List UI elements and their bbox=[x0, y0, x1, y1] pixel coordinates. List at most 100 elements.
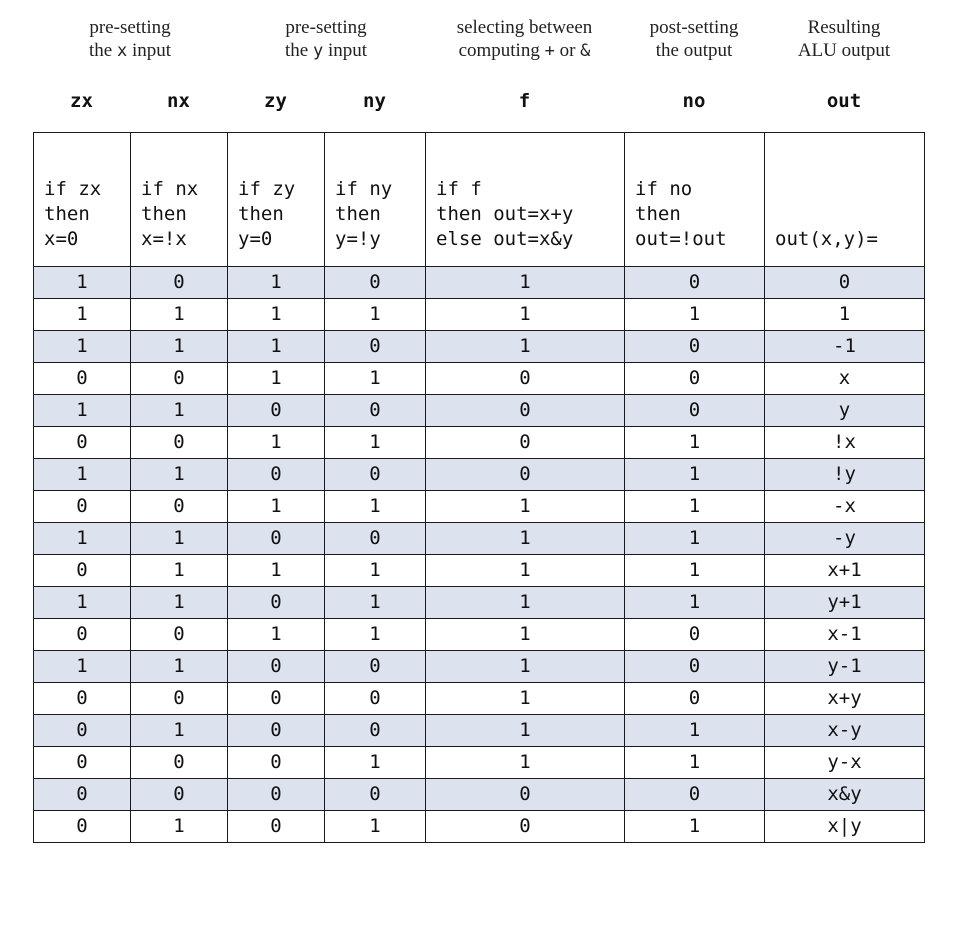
table-cell: 0 bbox=[33, 682, 131, 715]
table-cell: 1 bbox=[425, 746, 625, 779]
table-cell: 1 bbox=[764, 298, 925, 331]
table-cell: 0 bbox=[624, 266, 765, 299]
description-cell: if f then out=x+y else out=x&y bbox=[425, 132, 625, 267]
table-cell: -1 bbox=[764, 330, 925, 363]
table-cell: 1 bbox=[227, 618, 325, 651]
group-preset-y-suffix: input bbox=[323, 39, 368, 61]
table-cell: y-1 bbox=[764, 650, 925, 683]
table-cell: 0 bbox=[130, 682, 228, 715]
table-cell: 0 bbox=[130, 618, 228, 651]
column-headers: zx nx zy ny f no out bbox=[33, 83, 924, 119]
table-cell: -x bbox=[764, 490, 925, 523]
table-cell: 1 bbox=[624, 714, 765, 747]
table-cell: 1 bbox=[130, 330, 228, 363]
table-cell: !x bbox=[764, 426, 925, 459]
column-header-5: no bbox=[682, 90, 706, 112]
table-cell: y bbox=[764, 394, 925, 427]
group-select-op-text: computing bbox=[458, 39, 545, 61]
column-header-0: zx bbox=[70, 90, 93, 112]
description-cell: if no then out=!out bbox=[624, 132, 765, 267]
group-preset-x-line1: pre-setting bbox=[89, 16, 171, 38]
table-row: 1 1 0 0 1 0 y-1 bbox=[33, 650, 925, 683]
column-header-3: ny bbox=[363, 90, 386, 112]
table-cell: 1 bbox=[33, 330, 131, 363]
table-cell: 1 bbox=[33, 298, 131, 331]
table-cell: 0 bbox=[624, 394, 765, 427]
table-cell: 1 bbox=[324, 746, 426, 779]
table-cell: 0 bbox=[425, 394, 625, 427]
table-cell: 1 bbox=[425, 298, 625, 331]
group-result-line1: Resulting bbox=[807, 17, 881, 38]
group-preset-x-suffix: input bbox=[127, 39, 172, 61]
table-row: 0 0 0 1 1 1 y-x bbox=[33, 746, 925, 779]
table-cell: 1 bbox=[130, 522, 228, 555]
table-cell: 1 bbox=[130, 554, 228, 587]
table-cell: 0 bbox=[425, 426, 625, 459]
description-cell: if nx then x=!x bbox=[130, 132, 228, 267]
table-cell: 1 bbox=[130, 458, 228, 491]
table-cell: 1 bbox=[324, 426, 426, 459]
table-cell: 1 bbox=[624, 490, 765, 523]
table-cell: 0 bbox=[130, 746, 228, 779]
table-row: 1 1 0 0 1 1 -y bbox=[33, 522, 925, 555]
table-cell: 0 bbox=[425, 778, 625, 811]
table-cell: 1 bbox=[227, 490, 325, 523]
group-preset-x: pre-setting the x input bbox=[33, 6, 227, 72]
group-preset-x-text: the bbox=[88, 39, 117, 61]
table-cell: 1 bbox=[130, 810, 228, 843]
table-cell: x&y bbox=[764, 778, 925, 811]
table-cell: 0 bbox=[33, 490, 131, 523]
table-cell: 1 bbox=[33, 586, 131, 619]
table-cell: 0 bbox=[425, 458, 625, 491]
group-preset-y-line1: pre-setting bbox=[285, 16, 367, 38]
table-cell: x+y bbox=[764, 682, 925, 715]
column-header-2: zy bbox=[264, 90, 287, 112]
group-preset-x-line2: the x input bbox=[89, 39, 171, 63]
table-cell: 0 bbox=[33, 810, 131, 843]
description-cell: if zy then y=0 bbox=[227, 132, 325, 267]
group-select-op-or: or bbox=[554, 39, 581, 61]
table-cell: 1 bbox=[130, 298, 228, 331]
table-cell: 0 bbox=[130, 426, 228, 459]
table-cell: 1 bbox=[425, 714, 625, 747]
table-cell: 1 bbox=[324, 490, 426, 523]
description-row: if zx then x=0 if nx then x=!x if zy then … bbox=[33, 132, 925, 267]
table-cell: 0 bbox=[324, 458, 426, 491]
table-cell: 1 bbox=[624, 458, 765, 491]
table-cell: 0 bbox=[764, 266, 925, 299]
table-cell: 1 bbox=[324, 362, 426, 395]
table-row: 0 0 1 1 1 1 -x bbox=[33, 490, 925, 523]
table-cell: 1 bbox=[324, 298, 426, 331]
table-cell: 0 bbox=[624, 330, 765, 363]
table-cell: 0 bbox=[33, 714, 131, 747]
group-preset-y-line2: the y input bbox=[285, 39, 367, 63]
table-cell: 0 bbox=[324, 650, 426, 683]
table-cell: 1 bbox=[227, 266, 325, 299]
table-cell: 0 bbox=[33, 778, 131, 811]
group-postset-line2: the output bbox=[655, 40, 733, 61]
table-cell: 0 bbox=[130, 266, 228, 299]
table-cell: 1 bbox=[425, 682, 625, 715]
table-cell: 1 bbox=[227, 330, 325, 363]
table-cell: 1 bbox=[425, 522, 625, 555]
table-cell: x+1 bbox=[764, 554, 925, 587]
group-result-line2: ALU output bbox=[797, 40, 891, 61]
table-cell: 0 bbox=[227, 746, 325, 779]
table-cell: y-x bbox=[764, 746, 925, 779]
table-row: 0 1 1 1 1 1 x+1 bbox=[33, 554, 925, 587]
table-cell: 1 bbox=[624, 810, 765, 843]
table-cell: y+1 bbox=[764, 586, 925, 619]
table-cell: 1 bbox=[227, 554, 325, 587]
table-cell: 0 bbox=[33, 554, 131, 587]
table-cell: 0 bbox=[130, 362, 228, 395]
group-result: Resulting ALU output bbox=[764, 6, 924, 72]
table-cell: 1 bbox=[425, 266, 625, 299]
table-cell: 0 bbox=[130, 490, 228, 523]
table-cell: 1 bbox=[425, 586, 625, 619]
table-cell: 0 bbox=[33, 426, 131, 459]
group-postset: post-setting the output bbox=[624, 6, 764, 72]
table-row: 1 1 0 1 1 1 y+1 bbox=[33, 586, 925, 619]
